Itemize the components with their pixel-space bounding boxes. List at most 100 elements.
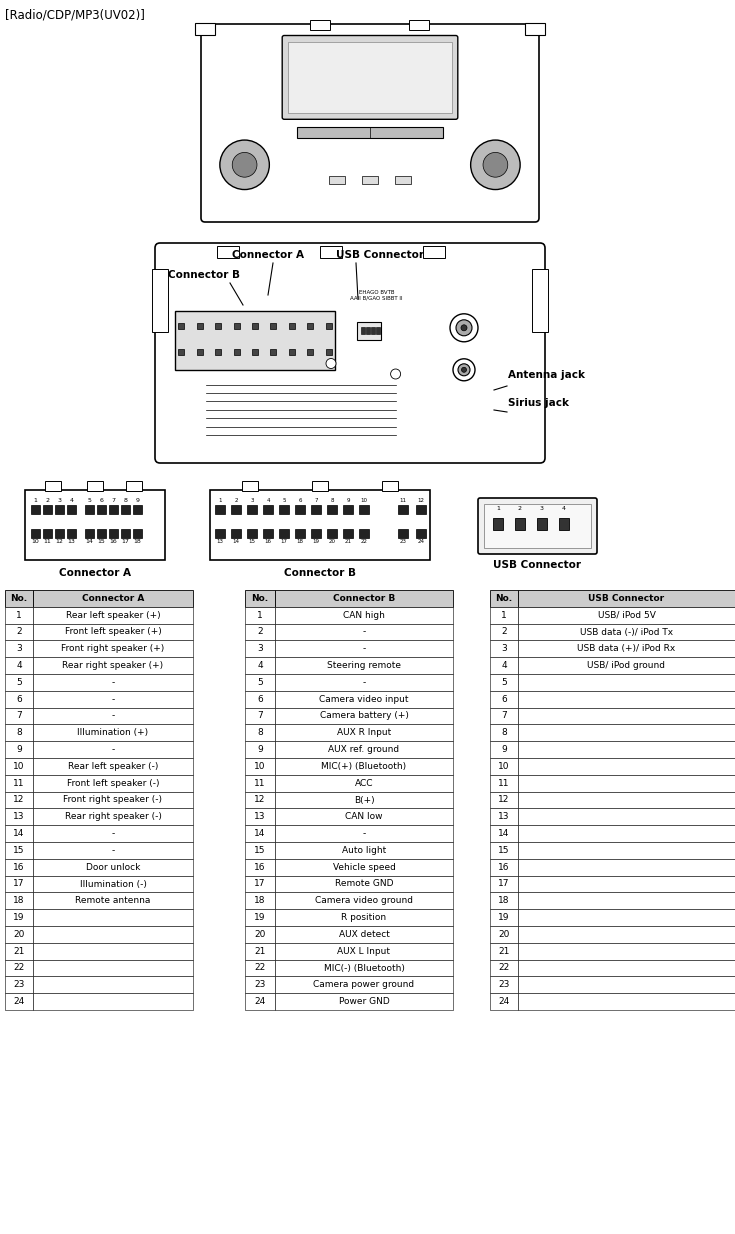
Bar xyxy=(515,518,525,531)
Text: 10: 10 xyxy=(360,497,368,503)
Text: -: - xyxy=(112,829,115,838)
Text: 12: 12 xyxy=(417,497,425,503)
Bar xyxy=(275,909,453,926)
Bar xyxy=(263,506,273,515)
Bar xyxy=(490,909,518,926)
Text: 3: 3 xyxy=(16,644,22,653)
Text: Auto light: Auto light xyxy=(342,845,386,855)
Bar xyxy=(33,640,193,658)
Text: 5: 5 xyxy=(257,677,263,687)
Bar xyxy=(109,528,118,538)
Text: 4: 4 xyxy=(501,661,507,670)
Bar xyxy=(215,349,221,355)
Bar xyxy=(245,775,275,791)
Bar xyxy=(31,528,40,538)
Text: 22: 22 xyxy=(498,964,509,972)
Text: 12: 12 xyxy=(56,539,63,544)
Bar xyxy=(67,528,76,538)
Text: Front left speaker (+): Front left speaker (+) xyxy=(65,628,162,637)
Bar xyxy=(490,791,518,808)
Text: MIC(+) (Bluetooth): MIC(+) (Bluetooth) xyxy=(321,761,406,771)
Text: [Radio/CDP/MP3(UV02)]: [Radio/CDP/MP3(UV02)] xyxy=(5,7,145,21)
Bar xyxy=(245,607,275,623)
Bar xyxy=(275,658,453,674)
Bar xyxy=(490,892,518,909)
Text: 15: 15 xyxy=(13,845,25,855)
Text: -: - xyxy=(112,845,115,855)
Bar xyxy=(252,349,258,355)
Bar xyxy=(295,528,305,538)
Bar xyxy=(275,943,453,960)
Bar xyxy=(275,607,453,623)
Bar xyxy=(5,691,33,707)
Text: 18: 18 xyxy=(498,896,510,906)
Circle shape xyxy=(470,139,520,190)
Circle shape xyxy=(450,313,478,342)
Text: -: - xyxy=(112,677,115,687)
FancyBboxPatch shape xyxy=(288,42,452,114)
Text: 3: 3 xyxy=(540,506,544,512)
Text: 4: 4 xyxy=(16,661,22,670)
Bar xyxy=(55,506,64,515)
Bar xyxy=(490,960,518,976)
Text: 20: 20 xyxy=(329,539,335,544)
Bar xyxy=(252,323,258,328)
Bar xyxy=(245,842,275,859)
Bar xyxy=(85,528,94,538)
Text: Connector A: Connector A xyxy=(82,594,144,603)
Bar xyxy=(518,960,735,976)
Text: 10: 10 xyxy=(32,539,40,544)
Bar xyxy=(33,791,193,808)
Text: -: - xyxy=(112,712,115,721)
Text: 2: 2 xyxy=(234,497,237,503)
Bar xyxy=(5,707,33,724)
Bar xyxy=(5,943,33,960)
Bar xyxy=(279,506,289,515)
Text: -: - xyxy=(112,745,115,754)
Bar xyxy=(343,528,353,538)
Text: 3: 3 xyxy=(57,497,62,503)
Text: Rear right speaker (-): Rear right speaker (-) xyxy=(65,812,162,822)
Bar xyxy=(85,506,94,515)
Text: 11: 11 xyxy=(43,539,51,544)
Circle shape xyxy=(462,368,467,373)
Bar xyxy=(518,742,735,758)
Text: No.: No. xyxy=(251,594,268,603)
FancyBboxPatch shape xyxy=(282,36,458,120)
Text: ACC: ACC xyxy=(355,779,373,787)
Text: Rear left speaker (+): Rear left speaker (+) xyxy=(65,611,160,619)
Text: AUX detect: AUX detect xyxy=(339,930,390,939)
Bar xyxy=(289,349,295,355)
Text: 24: 24 xyxy=(13,997,25,1006)
Bar xyxy=(490,607,518,623)
Bar xyxy=(359,528,369,538)
Text: Remote antenna: Remote antenna xyxy=(75,896,151,906)
Text: Camera power ground: Camera power ground xyxy=(313,980,415,990)
Bar xyxy=(409,20,429,30)
Bar xyxy=(518,943,735,960)
Bar xyxy=(245,758,275,775)
Text: 8: 8 xyxy=(257,728,263,737)
Bar xyxy=(126,481,142,491)
Bar xyxy=(245,926,275,943)
Bar xyxy=(5,859,33,876)
Bar xyxy=(152,269,168,332)
Bar xyxy=(490,707,518,724)
Bar xyxy=(33,758,193,775)
Bar xyxy=(518,590,735,607)
Text: 1: 1 xyxy=(218,497,222,503)
Bar xyxy=(247,528,257,538)
Text: 14: 14 xyxy=(85,539,93,544)
Bar xyxy=(197,323,203,328)
Text: 8: 8 xyxy=(501,728,507,737)
Bar xyxy=(307,323,313,328)
Bar xyxy=(343,506,353,515)
Bar xyxy=(245,859,275,876)
Text: Vehicle speed: Vehicle speed xyxy=(332,863,395,871)
Bar xyxy=(537,518,547,531)
Bar xyxy=(518,976,735,993)
Text: 3: 3 xyxy=(257,644,263,653)
Text: Power GND: Power GND xyxy=(339,997,390,1006)
Bar xyxy=(43,506,52,515)
Bar xyxy=(5,976,33,993)
